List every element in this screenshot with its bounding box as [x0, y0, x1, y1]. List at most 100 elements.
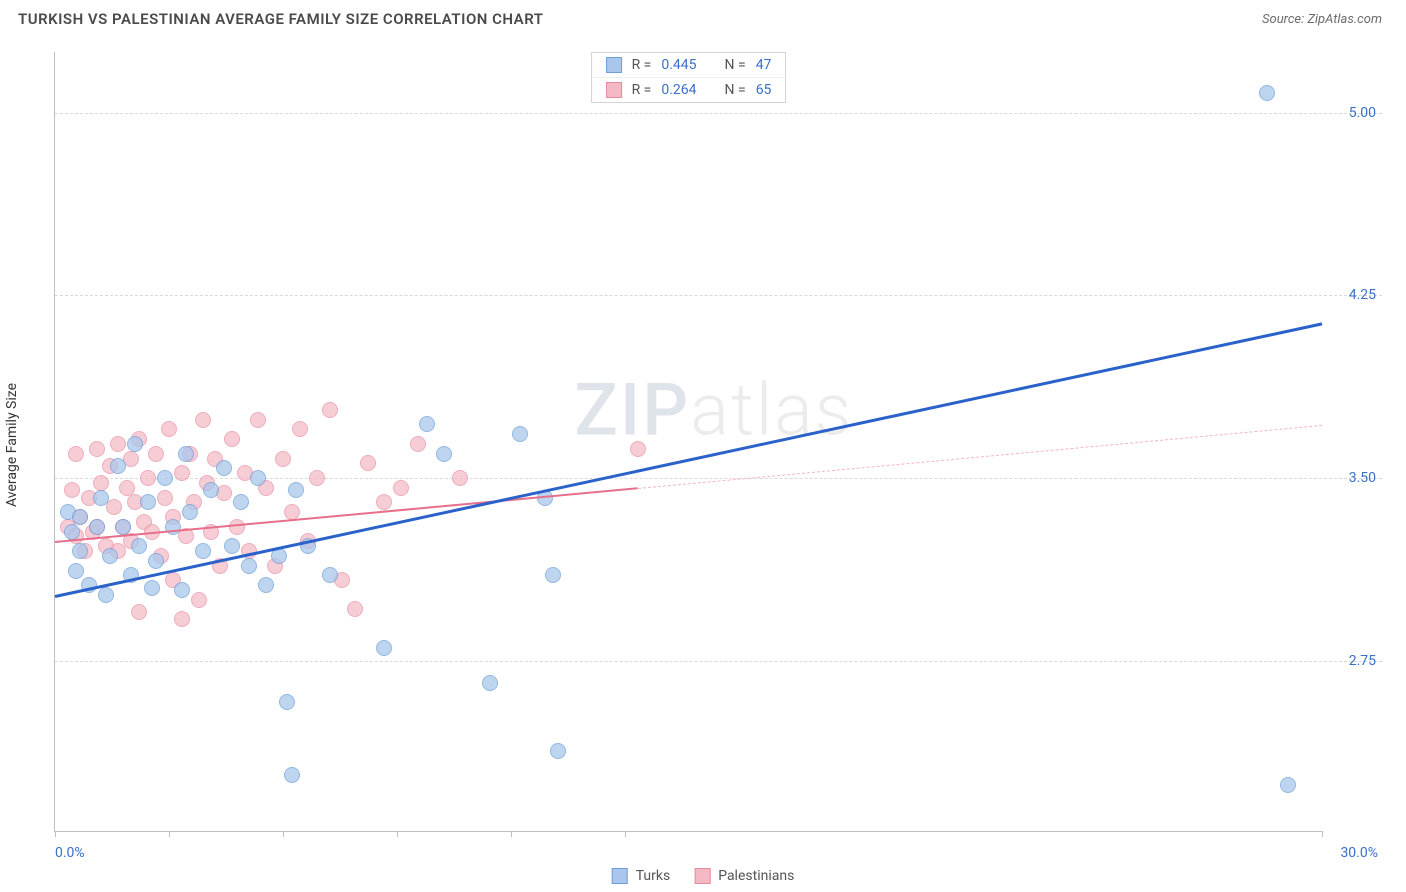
palestinians-point: [376, 494, 392, 510]
turks-point: [258, 577, 274, 593]
chart-area: Average Family Size ZIPatlas R = 0.445 N…: [18, 40, 1384, 850]
palestinians-point: [161, 421, 177, 437]
turks-point: [89, 519, 105, 535]
palestinians-point: [322, 402, 338, 418]
turks-point: [157, 470, 173, 486]
palestinians-point: [93, 475, 109, 491]
palestinians-point: [140, 470, 156, 486]
palestinians-point: [347, 601, 363, 617]
legend-row-palestinians: R = 0.264 N = 65: [592, 77, 786, 102]
swatch-turks: [606, 57, 622, 73]
legend-label-turks: Turks: [636, 868, 671, 884]
palestinians-point: [309, 470, 325, 486]
n-value-palestinians: 65: [756, 82, 772, 98]
source-name: ZipAtlas.com: [1307, 12, 1382, 27]
palestinians-point: [89, 441, 105, 457]
watermark-zip: ZIP: [574, 368, 690, 453]
gridline: [55, 295, 1382, 296]
r-label: R =: [632, 57, 652, 73]
legend-item-turks: Turks: [612, 868, 671, 884]
x-tick: [1322, 831, 1323, 837]
turks-point: [140, 494, 156, 510]
turks-point: [216, 460, 232, 476]
turks-point: [224, 538, 240, 554]
x-tick: [283, 831, 284, 837]
n-value-turks: 47: [756, 57, 772, 73]
turks-point: [250, 470, 266, 486]
palestinians-point: [191, 592, 207, 608]
x-max-label: 30.0%: [1340, 845, 1378, 861]
source-attribution: Source: ZipAtlas.com: [1262, 12, 1382, 27]
turks-point: [102, 548, 118, 564]
legend-label-palestinians: Palestinians: [718, 868, 794, 884]
palestinians-point: [119, 480, 135, 496]
palestinians-point: [68, 446, 84, 462]
turks-trendline: [55, 322, 1323, 598]
turks-point: [284, 767, 300, 783]
turks-point: [72, 543, 88, 559]
watermark: ZIPatlas: [574, 368, 853, 453]
y-axis-label: Average Family Size: [4, 383, 20, 507]
turks-point: [233, 494, 249, 510]
palestinians-point: [148, 446, 164, 462]
correlation-legend: R = 0.445 N = 47 R = 0.264 N = 65: [591, 52, 787, 103]
turks-point: [174, 582, 190, 598]
turks-point: [279, 694, 295, 710]
turks-point: [68, 563, 84, 579]
x-tick: [55, 831, 56, 837]
y-tick-label: 2.75: [1349, 653, 1376, 669]
palestinians-point: [452, 470, 468, 486]
palestinians-point: [410, 436, 426, 452]
turks-point: [322, 567, 338, 583]
turks-point: [148, 553, 164, 569]
turks-point: [1259, 85, 1275, 101]
turks-point: [127, 436, 143, 452]
n-label: N =: [725, 82, 746, 98]
palestinians-point: [195, 412, 211, 428]
turks-point: [376, 640, 392, 656]
palestinians-point: [360, 455, 376, 471]
turks-point: [203, 482, 219, 498]
palestinians-point: [174, 465, 190, 481]
palestinians-point: [224, 431, 240, 447]
palestinians-point: [393, 480, 409, 496]
palestinians-point: [275, 451, 291, 467]
turks-point: [72, 509, 88, 525]
swatch-palestinians-icon: [694, 868, 710, 884]
swatch-palestinians: [606, 82, 622, 98]
legend-item-palestinians: Palestinians: [694, 868, 794, 884]
source-prefix: Source:: [1262, 12, 1307, 27]
r-value-palestinians: 0.264: [661, 82, 696, 98]
turks-point: [144, 580, 160, 596]
swatch-turks-icon: [612, 868, 628, 884]
palestinians-point: [131, 604, 147, 620]
n-label: N =: [725, 57, 746, 73]
turks-point: [178, 446, 194, 462]
gridline: [55, 661, 1382, 662]
palestinians-point: [157, 490, 173, 506]
y-tick-label: 5.00: [1349, 105, 1376, 121]
palestinians-point: [110, 436, 126, 452]
x-tick: [625, 831, 626, 837]
turks-point: [288, 482, 304, 498]
turks-point: [550, 743, 566, 759]
palestinians-point: [106, 499, 122, 515]
turks-point: [482, 675, 498, 691]
turks-point: [64, 524, 80, 540]
turks-point: [98, 587, 114, 603]
x-min-label: 0.0%: [55, 845, 85, 861]
palestinians-point: [250, 412, 266, 428]
turks-point: [195, 543, 211, 559]
palestinians-point: [630, 441, 646, 457]
turks-point: [131, 538, 147, 554]
turks-point: [115, 519, 131, 535]
palestinians-point: [292, 421, 308, 437]
series-legend: Turks Palestinians: [612, 868, 795, 884]
gridline: [55, 113, 1382, 114]
r-label: R =: [632, 82, 652, 98]
turks-point: [110, 458, 126, 474]
palestinians-point: [174, 611, 190, 627]
y-tick-label: 3.50: [1349, 470, 1376, 486]
turks-point: [93, 490, 109, 506]
legend-row-turks: R = 0.445 N = 47: [592, 53, 786, 77]
